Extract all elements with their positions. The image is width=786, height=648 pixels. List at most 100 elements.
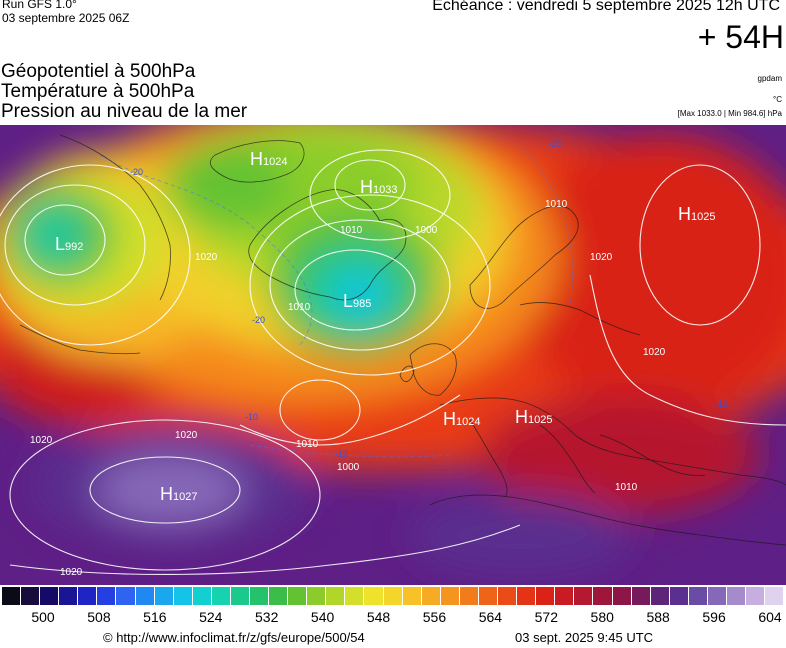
pressure-centers: L992 H1024 H1033 L985 H1025 H1024 H1025 … — [55, 149, 715, 504]
isobar-label: 1010 — [296, 439, 319, 450]
pressure-center: L985 — [343, 291, 371, 311]
isobar-label: 1020 — [195, 252, 218, 263]
color-swatch — [21, 587, 41, 605]
scale-tick-label: 572 — [534, 609, 558, 625]
color-swatch — [593, 587, 613, 605]
temp-label: -10 — [335, 449, 348, 459]
color-swatch — [440, 587, 460, 605]
unit-gpdam: gpdam — [757, 74, 782, 83]
temp-label: -20 — [130, 167, 143, 177]
color-swatch — [97, 587, 117, 605]
geopotential-field — [0, 125, 786, 585]
land-outlines — [19, 134, 786, 546]
scale-tick-label: 596 — [702, 609, 726, 625]
color-swatch — [230, 587, 251, 605]
run-label: Run GFS 1.0° — [2, 0, 77, 11]
color-swatch — [574, 587, 594, 605]
color-swatch — [288, 587, 308, 605]
field-geopotential: Géopotentiel à 500hPa — [1, 61, 196, 82]
color-swatch — [345, 587, 365, 605]
pressure-center: H1033 — [360, 177, 397, 197]
temp-label: -20 — [548, 139, 561, 149]
isobar-label: 1020 — [30, 435, 53, 446]
scale-tick-label: 588 — [646, 609, 670, 625]
temp-label: -10 — [715, 399, 728, 409]
pressure-center: L992 — [55, 234, 83, 254]
color-swatch — [326, 587, 346, 605]
color-swatch — [517, 587, 537, 605]
color-swatch — [173, 587, 193, 605]
color-swatch — [383, 587, 403, 605]
color-swatch — [211, 587, 231, 605]
run-date: 03 septembre 2025 06Z — [2, 11, 130, 25]
isobar-label: 1010 — [545, 199, 568, 210]
isobar-label: 1020 — [590, 252, 613, 263]
color-swatch — [498, 587, 518, 605]
color-swatch — [59, 587, 79, 605]
isobars — [0, 149, 786, 576]
pressure-center: H1024 — [250, 149, 287, 169]
isobar-label: 1020 — [643, 347, 666, 358]
color-swatch — [478, 587, 499, 605]
color-swatch — [2, 587, 22, 605]
color-swatch — [307, 587, 327, 605]
isobar-labels: 1020 1010 1000 1010 1020 1010 1020 1020 … — [30, 199, 666, 578]
field-pressure: Pression au niveau de la mer — [1, 101, 248, 122]
color-swatch — [154, 587, 174, 605]
scale-tick-label: 580 — [590, 609, 614, 625]
pressure-center: H1027 — [160, 484, 197, 504]
isobar-label: 1020 — [175, 430, 198, 441]
valid-time: Echéance : vendredi 5 septembre 2025 12h… — [432, 0, 780, 14]
scale-tick-label: 532 — [255, 609, 279, 625]
color-swatch — [78, 587, 98, 605]
isobar-label: 1010 — [340, 225, 363, 236]
color-swatch — [612, 587, 632, 605]
scale-tick-label: 564 — [478, 609, 503, 625]
isobar-label: 1010 — [288, 302, 311, 313]
pressure-center: H1025 — [678, 204, 715, 224]
pressure-center: H1024 — [443, 409, 480, 429]
scale-tick-label: 540 — [310, 609, 335, 625]
source-url: © http://www.infoclimat.fr/z/gfs/europe/… — [103, 630, 365, 645]
temp-label: -10 — [245, 412, 258, 422]
color-swatch — [726, 587, 747, 605]
color-swatch — [707, 587, 727, 605]
color-swatch — [536, 587, 556, 605]
forecast-lead: + 54H — [697, 19, 784, 55]
color-swatch — [669, 587, 689, 605]
scale-tick-label: 524 — [199, 609, 223, 625]
color-swatch — [421, 587, 441, 605]
scale-tick-label: 508 — [87, 609, 111, 625]
scale-tick-label: 516 — [143, 609, 167, 625]
temp-label: -20 — [252, 315, 265, 325]
pressure-center: H1025 — [515, 407, 552, 427]
color-swatch — [688, 587, 708, 605]
color-swatch — [364, 587, 384, 605]
color-swatch — [40, 587, 60, 605]
color-swatch — [269, 587, 289, 605]
temperature-labels: -20 -20 -20 -10 -10 -10 — [130, 139, 728, 459]
scale-tick-label: 604 — [758, 609, 782, 625]
isobar-label: 1000 — [415, 225, 438, 236]
isobar-label: 1020 — [60, 567, 83, 578]
color-swatch — [116, 587, 136, 605]
color-swatch — [765, 587, 785, 605]
unit-celsius: °C — [773, 95, 782, 104]
color-swatch — [192, 587, 212, 605]
color-swatch — [135, 587, 155, 605]
color-swatch — [402, 587, 422, 605]
pressure-range: [Max 1033.0 | Min 984.6] hPa — [677, 109, 782, 118]
isobar-label: 1010 — [615, 482, 638, 493]
forecast-map: L992 H1024 H1033 L985 H1025 H1024 H1025 … — [0, 125, 786, 585]
color-swatch — [459, 587, 479, 605]
scale-tick-label: 548 — [366, 609, 391, 625]
color-swatch — [746, 587, 766, 605]
color-swatch — [250, 587, 270, 605]
color-scale-bar — [2, 587, 785, 605]
isobar-label: 1000 — [337, 462, 360, 473]
color-swatch — [631, 587, 651, 605]
color-scale-ticks: 500 508 516 524 532 540 548 556 564 572 580 588 596 6… — [0, 609, 786, 625]
temperature-isotherms — [99, 144, 573, 458]
generated-time: 03 sept. 2025 9:45 UTC — [515, 630, 654, 645]
color-swatch — [650, 587, 670, 605]
